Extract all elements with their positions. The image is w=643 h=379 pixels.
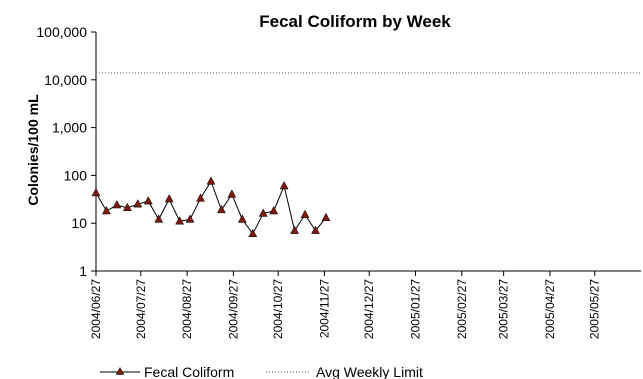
legend-fecal-swatch-marker (115, 366, 125, 375)
y-tick-label: 100,000 (36, 24, 87, 40)
data-point (227, 189, 237, 198)
x-tick-label: 2004/11/27 (317, 279, 331, 338)
data-point (175, 216, 185, 225)
data-point (143, 196, 153, 205)
data-point (311, 225, 320, 234)
y-tick-label: 10 (71, 215, 87, 231)
x-tick-label: 2005/01/27 (409, 279, 423, 339)
y-tick-label: 100 (64, 167, 88, 183)
data-point (248, 228, 258, 238)
y-tick-label: 10,000 (44, 72, 87, 88)
data-point (164, 194, 174, 203)
chart-title: Fecal Coliform by Week (259, 12, 451, 31)
data-point (217, 204, 226, 214)
x-tick-label: 2004/12/27 (362, 279, 376, 339)
data-point (279, 180, 289, 190)
x-tick-label: 2004/10/27 (271, 279, 285, 339)
data-point (112, 199, 122, 209)
data-point (133, 199, 143, 208)
data-point (122, 202, 132, 212)
data-point (300, 209, 310, 219)
fecal-series-line (95, 180, 327, 235)
data-point (102, 205, 111, 215)
data-point (258, 208, 268, 217)
y-tick-label: 1,000 (52, 120, 87, 136)
y-axis-label: Colonies/100 mL (25, 94, 41, 206)
data-point (185, 214, 195, 223)
x-tick-label: 2004/09/27 (226, 279, 240, 339)
data-point (321, 212, 331, 222)
x-tick-label: 2005/02/27 (455, 279, 469, 339)
legend: Fecal Coliform Avg Weekly Limit (100, 364, 423, 379)
legend-limit-label: Avg Weekly Limit (316, 364, 423, 379)
y-tick-label: 1 (79, 263, 87, 279)
legend-fecal-label: Fecal Coliform (144, 364, 234, 379)
x-tick-label: 2004/08/27 (180, 279, 194, 339)
x-tick-label: 2005/03/27 (497, 279, 511, 339)
data-point (237, 214, 247, 223)
x-tick-label: 2004/07/27 (134, 279, 148, 339)
plot-area: 1 10 100 1,000 10,000 100,000 2004/06/27 2004/0… (36, 24, 641, 339)
data-point (269, 205, 279, 215)
x-tick-label: 2005/05/27 (588, 279, 602, 339)
data-point (206, 176, 216, 185)
x-tick-label: 2004/06/27 (89, 279, 103, 339)
data-point (196, 193, 205, 202)
data-point (154, 214, 164, 223)
data-point (91, 187, 101, 197)
x-tick-label: 2005/04/27 (543, 279, 557, 339)
data-point (290, 225, 300, 234)
